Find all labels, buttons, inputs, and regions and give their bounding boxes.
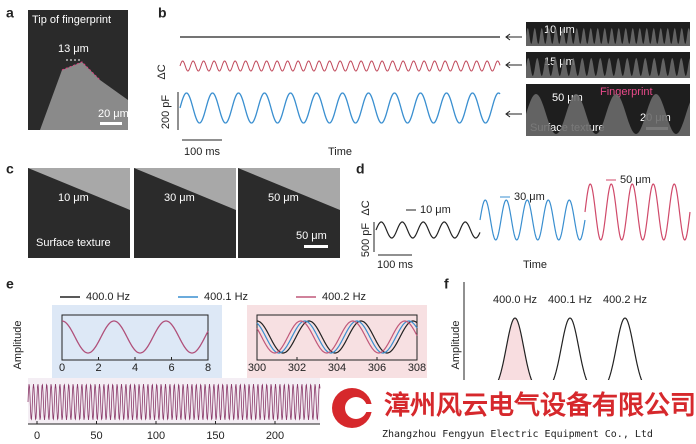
tick-label: 50 [90, 430, 102, 442]
tick-label: 2 [95, 362, 101, 374]
x-scale-label: 100 ms [184, 146, 221, 158]
watermark-bg [322, 380, 696, 444]
tick-label: 8 [205, 362, 211, 374]
x-label: Time [523, 259, 547, 271]
tick-label: 0 [59, 362, 65, 374]
panel-label: e [6, 276, 14, 292]
watermark-english: Zhangzhou Fengyun Electric Equipment Co.… [382, 429, 653, 440]
signal [375, 221, 481, 239]
signal [179, 92, 501, 124]
tick-label: 308 [408, 362, 426, 374]
width-label: 13 μm [58, 43, 89, 55]
tick-label: 6 [168, 362, 174, 374]
inset-label: 10 μm [544, 24, 575, 36]
y-scale-label: 200 pF [160, 95, 172, 130]
signal [179, 60, 501, 72]
panel-label: f [444, 276, 449, 292]
tip-shape [40, 62, 128, 130]
shade [485, 318, 545, 392]
signal [257, 320, 418, 354]
tick-label: 200 [266, 430, 284, 442]
logo-cut [356, 404, 376, 412]
peak-label: 400.2 Hz [603, 294, 647, 306]
y-label: Amplitude [12, 321, 24, 370]
legend-label: 400.2 Hz [322, 291, 366, 303]
x-label: Time [328, 146, 352, 158]
peak-label: 400.1 Hz [548, 294, 592, 306]
legend-label: 400.0 Hz [86, 291, 130, 303]
tick-label: 0 [34, 430, 40, 442]
y-label: ΔC [156, 64, 168, 79]
texture [28, 168, 130, 210]
tick-label: 306 [368, 362, 386, 374]
watermark-name: 漳州风云电气设备有限公司 [384, 390, 696, 420]
tick-label: 300 [248, 362, 266, 374]
legend-label: 400.1 Hz [204, 291, 248, 303]
texture-label: Surface texture [36, 237, 111, 249]
scale-bar [100, 122, 122, 125]
panel-label: c [6, 161, 14, 177]
y-scale-label: 500 pF [360, 223, 372, 258]
series-label: 30 μm [514, 191, 545, 203]
signal [62, 320, 209, 354]
fingerprint-label: Fingerprint [600, 86, 653, 98]
signal [479, 199, 586, 241]
scale-label: 50 μm [296, 230, 327, 242]
width-label: 30 μm [164, 192, 195, 204]
x-scale-label: 100 ms [377, 259, 414, 271]
texture [526, 28, 690, 46]
scale-label: 20 μm [98, 108, 129, 120]
texture [526, 58, 690, 78]
tick-label: 4 [132, 362, 138, 374]
inset-bg [52, 305, 222, 378]
signal [256, 320, 418, 354]
texture [134, 168, 236, 210]
series-label: 10 μm [420, 204, 451, 216]
signal [27, 383, 321, 421]
y-label: Amplitude [450, 321, 462, 370]
tick-label: 150 [206, 430, 224, 442]
panel-label: b [158, 5, 167, 21]
tick-label: 100 [147, 430, 165, 442]
panel-label: a [6, 5, 14, 21]
caption: Tip of fingerprint [32, 14, 111, 26]
texture [238, 168, 340, 210]
signal [584, 183, 691, 241]
arrows [505, 33, 522, 118]
series-label: 50 μm [620, 174, 651, 186]
tick-label: 302 [288, 362, 306, 374]
peak-label: 400.0 Hz [493, 294, 537, 306]
outline [61, 61, 101, 81]
texture [526, 94, 690, 136]
scale-bar [304, 245, 328, 248]
signal [256, 320, 418, 354]
y-label: ΔC [360, 200, 372, 215]
panel-label: d [356, 161, 365, 177]
width-label: 10 μm [58, 192, 89, 204]
tick-label: 304 [328, 362, 346, 374]
inset-label: 15 μm [544, 56, 575, 68]
width-label: 50 μm [268, 192, 299, 204]
